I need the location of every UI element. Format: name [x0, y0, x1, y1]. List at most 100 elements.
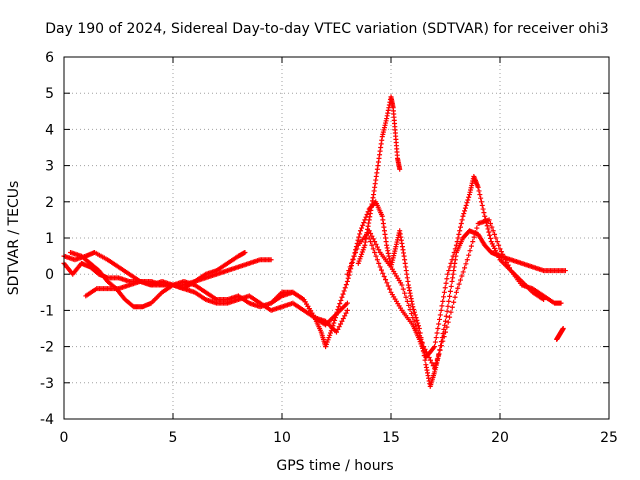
data-point [462, 208, 468, 214]
data-point [430, 363, 436, 369]
data-point [410, 304, 416, 310]
data-point [376, 247, 382, 253]
data-point [351, 253, 357, 259]
data-point [460, 269, 466, 275]
data-point [433, 335, 439, 341]
data-point [436, 321, 442, 327]
x-tick-label: 0 [60, 430, 69, 446]
data-point [410, 315, 416, 321]
y-tick-label: 0 [45, 267, 54, 283]
data-point [338, 321, 344, 327]
data-point [403, 294, 409, 300]
data-point [369, 233, 375, 239]
data-point [562, 268, 568, 274]
data-point [445, 271, 451, 277]
data-point [453, 289, 459, 295]
data-point [339, 294, 345, 300]
data-point [437, 347, 443, 353]
data-point [402, 290, 408, 296]
data-point [439, 303, 445, 309]
data-point [373, 241, 379, 247]
data-point [457, 224, 463, 230]
data-point [370, 236, 376, 242]
data-point [483, 216, 489, 222]
data-point [474, 225, 480, 231]
data-point [454, 239, 460, 245]
data-point [445, 319, 451, 325]
data-point [440, 298, 446, 304]
data-point [448, 260, 454, 266]
data-point [460, 213, 466, 219]
x-tick-label: 20 [491, 430, 509, 446]
data-point [455, 235, 461, 241]
data-point [541, 297, 547, 303]
data-point [490, 228, 496, 234]
data-point [464, 257, 470, 263]
data-point [432, 339, 438, 345]
data-point [477, 192, 483, 198]
data-point [501, 254, 507, 260]
data-point [448, 309, 454, 315]
data-point [457, 277, 463, 283]
y-tick-label: 6 [45, 50, 54, 66]
data-point [347, 264, 353, 270]
data-point [476, 188, 482, 194]
data-point [374, 244, 380, 250]
data-point [357, 231, 363, 237]
data-point [442, 285, 448, 291]
data-point [560, 326, 566, 331]
y-tick-label: -1 [40, 303, 54, 319]
data-point [463, 202, 469, 208]
data-point [452, 246, 458, 252]
data-point [340, 316, 346, 322]
y-tick-label: 1 [45, 231, 54, 247]
data-point [357, 228, 363, 234]
data-point [406, 302, 412, 308]
data-point [487, 235, 493, 241]
data-point [331, 320, 337, 326]
data-point [438, 307, 444, 313]
data-point [478, 195, 484, 201]
data-point [497, 246, 503, 252]
data-point [467, 248, 473, 254]
data-point [462, 205, 468, 211]
data-point [412, 312, 418, 318]
data-point [362, 217, 368, 223]
data-point [344, 307, 350, 313]
data-point [466, 194, 472, 200]
data-point [456, 231, 462, 237]
data-point [343, 282, 349, 288]
data-point [498, 249, 504, 255]
data-point [443, 280, 449, 286]
data-point [443, 318, 448, 324]
data-point [494, 239, 500, 245]
data-point [384, 280, 390, 286]
data-point [339, 318, 345, 324]
x-tick-label: 25 [600, 430, 618, 446]
data-point [342, 313, 348, 319]
data-point [455, 285, 461, 291]
data-point [364, 211, 370, 217]
data-point [242, 249, 248, 255]
data-point [445, 303, 451, 309]
data-point [451, 249, 457, 255]
data-point [444, 324, 450, 330]
data-point [444, 308, 450, 314]
data-point [471, 234, 477, 240]
data-point [336, 324, 342, 330]
data-point [483, 220, 489, 226]
y-tick-label: 3 [45, 159, 54, 175]
data-point [341, 288, 347, 294]
data-point [500, 251, 506, 257]
data-point [441, 334, 447, 340]
data-point [380, 270, 386, 276]
data-point [329, 326, 335, 331]
data-point [397, 166, 403, 172]
data-point [407, 306, 413, 312]
data-point [432, 365, 438, 371]
data-point [429, 360, 435, 366]
series-track-i [554, 326, 566, 342]
data-point [446, 268, 452, 274]
data-point [463, 261, 469, 267]
